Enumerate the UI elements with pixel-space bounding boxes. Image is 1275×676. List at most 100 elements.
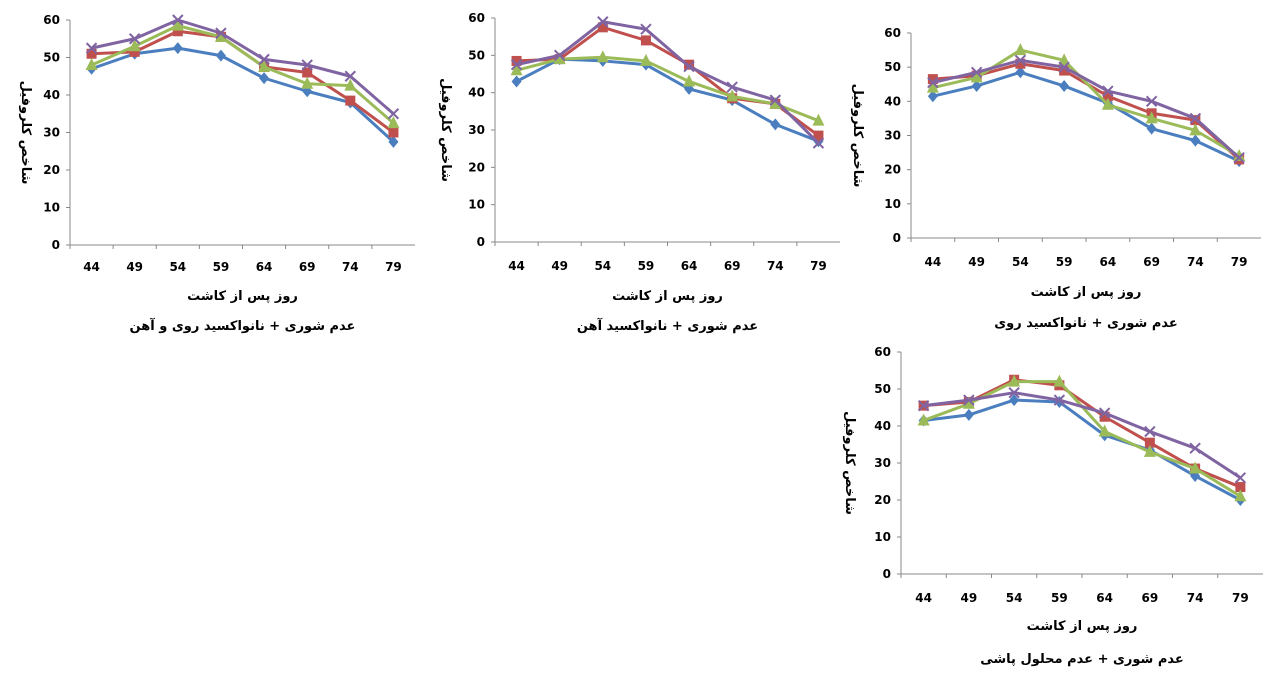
data-point xyxy=(1014,54,1027,67)
data-point xyxy=(970,66,983,78)
y-tick-label: 10 xyxy=(884,197,901,211)
data-point xyxy=(86,48,97,59)
x-tick-label: 59 xyxy=(1051,591,1068,605)
data-point xyxy=(927,76,939,89)
data-point xyxy=(1059,79,1070,92)
y-tick-label: 0 xyxy=(883,567,891,581)
data-point xyxy=(1008,374,1021,387)
chart-caption: عدم شوری + نانواکسید آهن xyxy=(577,317,758,334)
y-tick-label: 60 xyxy=(468,11,485,25)
chart-svg: 0 10 20 30 40 50 60 44 49 54 59 64 69 74 79 شاخص کلروفی… xyxy=(18,13,415,334)
data-point xyxy=(1234,489,1247,502)
data-point xyxy=(345,95,356,106)
data-point xyxy=(387,108,400,120)
data-point xyxy=(172,26,183,37)
x-axis-label: روز پس از کاشت xyxy=(1031,285,1142,300)
data-point xyxy=(215,27,227,39)
data-point xyxy=(1146,122,1157,135)
chart-zn: 0 10 20 30 40 50 60 44 49 54 59 64 69 74 79 شاخص کلروفی… xyxy=(838,18,1275,348)
data-point xyxy=(1099,411,1110,422)
data-point xyxy=(1102,85,1114,97)
data-point xyxy=(597,16,609,28)
data-point xyxy=(171,18,184,31)
data-point xyxy=(388,135,399,148)
y-tick-label: 0 xyxy=(52,238,60,252)
chart-svg: 0 10 20 30 40 50 60 44 49 54 59 64 69 74 79 شاخص کلروفی… xyxy=(842,345,1263,667)
series-line xyxy=(91,46,395,143)
x-tick-label: 54 xyxy=(594,259,611,273)
x-tick-label: 64 xyxy=(1096,591,1113,605)
y-tick-label: 40 xyxy=(874,419,891,433)
data-point xyxy=(1189,461,1202,474)
y-tick-label: 10 xyxy=(874,530,891,544)
series-line xyxy=(91,18,395,115)
x-tick-label: 69 xyxy=(724,259,741,273)
data-point xyxy=(970,70,983,83)
data-point xyxy=(1014,43,1027,56)
y-tick-label: 10 xyxy=(468,198,485,212)
x-axis-label: روز پس از کاشت xyxy=(612,289,723,304)
data-point xyxy=(1098,424,1111,437)
x-tick-label: 44 xyxy=(508,259,525,273)
chart-svg: 0 10 20 30 40 50 60 44 49 54 59 64 69 74 79 شاخص کلروفی… xyxy=(438,11,840,334)
x-tick-label: 49 xyxy=(968,255,985,269)
data-point xyxy=(511,55,522,66)
y-tick-label: 30 xyxy=(468,123,485,137)
x-tick-label: 44 xyxy=(915,591,932,605)
x-tick-label: 49 xyxy=(961,591,978,605)
x-tick-label: 59 xyxy=(1056,255,1073,269)
data-point xyxy=(917,399,930,412)
data-point xyxy=(812,113,825,126)
chart-control: 0 10 20 30 40 50 60 44 49 54 59 64 69 74 79 شاخص کلروفی… xyxy=(830,338,1275,672)
data-point xyxy=(917,413,930,426)
y-tick-label: 20 xyxy=(884,163,901,177)
data-point xyxy=(553,49,566,62)
data-point xyxy=(726,89,739,102)
data-point xyxy=(927,74,938,85)
x-axis-label: روز پس از کاشت xyxy=(1027,619,1138,634)
data-point xyxy=(683,60,695,73)
x-tick-label: 69 xyxy=(299,260,316,274)
x-tick-label: 54 xyxy=(1006,591,1023,605)
y-tick-label: 60 xyxy=(43,13,60,27)
data-point xyxy=(215,49,226,62)
data-point xyxy=(172,42,183,55)
series-line xyxy=(516,25,820,137)
x-tick-label: 49 xyxy=(551,259,568,273)
data-point xyxy=(597,22,608,33)
data-point xyxy=(1145,95,1158,108)
data-point xyxy=(259,72,270,85)
y-tick-label: 60 xyxy=(874,345,891,359)
series-line xyxy=(932,58,1241,159)
data-point xyxy=(214,29,227,42)
chart-fe: 0 10 20 30 40 50 60 44 49 54 59 64 69 74 79 شاخص کلروفی… xyxy=(428,0,848,345)
data-point xyxy=(1059,65,1070,76)
data-point xyxy=(1008,386,1020,399)
y-tick-label: 50 xyxy=(884,60,901,74)
x-tick-label: 69 xyxy=(1142,591,1159,605)
data-point xyxy=(302,67,313,78)
series-line xyxy=(90,24,395,125)
x-tick-label: 79 xyxy=(810,259,827,273)
data-point xyxy=(1233,152,1245,164)
x-axis-label: روز پس از کاشت xyxy=(187,289,298,304)
data-point xyxy=(1053,374,1066,387)
data-point xyxy=(1143,444,1156,457)
data-point xyxy=(1009,394,1020,407)
data-point xyxy=(770,118,781,131)
data-point xyxy=(596,50,609,63)
data-point xyxy=(129,46,140,57)
data-point xyxy=(128,39,141,52)
series-line xyxy=(516,20,820,145)
y-tick-label: 20 xyxy=(43,163,60,177)
y-axis-label: شاخص کلروفیل xyxy=(438,78,453,182)
x-tick-label: 49 xyxy=(126,260,143,274)
x-tick-label: 44 xyxy=(925,255,942,269)
y-tick-label: 50 xyxy=(43,51,60,65)
y-tick-label: 40 xyxy=(884,94,901,108)
data-point xyxy=(1190,134,1201,147)
data-point xyxy=(511,75,522,88)
data-point xyxy=(1101,97,1114,110)
data-point xyxy=(510,58,523,71)
data-point xyxy=(1144,425,1156,438)
